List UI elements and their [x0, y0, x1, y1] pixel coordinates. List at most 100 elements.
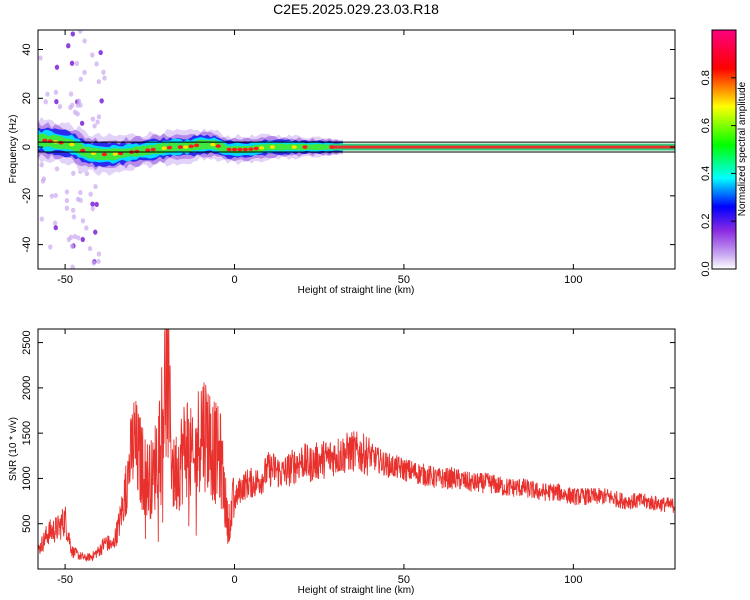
snr-panel: -50 0 50 100 500 1000 1500 2000 2500 Height of s… — [8, 328, 676, 596]
noise-blob — [66, 236, 72, 243]
noise-blob — [57, 104, 63, 110]
spectrogram-image — [38, 30, 675, 269]
y-tick-label: 2500 — [21, 330, 33, 354]
noise-blob — [54, 166, 60, 172]
noise-blob — [91, 260, 97, 266]
spectral-peak — [156, 147, 162, 151]
spectral-peak — [112, 152, 118, 156]
colorbar: 0.0 0.2 0.4 0.6 0.8 Normalized spectral ampl… — [700, 29, 748, 277]
x-tick-label: 0 — [231, 274, 237, 286]
spectral-peak — [183, 145, 189, 149]
noise-blob — [69, 60, 75, 66]
noise-blob — [71, 170, 76, 176]
spectral-peak — [313, 145, 319, 149]
spectral-peak — [286, 145, 292, 149]
noise-blob — [64, 205, 70, 211]
noise-blob — [78, 197, 83, 203]
noise-blob — [52, 220, 58, 226]
noise-blob — [96, 79, 102, 85]
noise-blob — [96, 114, 102, 120]
spectral-peak — [242, 147, 248, 152]
spectral-peak — [264, 145, 270, 150]
noise-blob — [101, 69, 106, 75]
snr-frame — [37, 328, 676, 570]
noise-blob — [82, 38, 87, 44]
noise-blob — [88, 191, 93, 197]
noise-blob — [72, 109, 78, 115]
spectral-peak — [231, 147, 238, 152]
colorbar-label: Normalized spectral amplitude — [737, 81, 748, 216]
noise-blob — [54, 99, 59, 105]
noise-blob — [82, 69, 87, 76]
spectral-peak — [253, 146, 259, 151]
spectrogram-y-axis-label: Frequency (Hz) — [8, 115, 19, 184]
spectral-peak — [275, 145, 281, 149]
colorbar-tick-label: 0.4 — [700, 166, 712, 181]
noise-blob — [38, 55, 43, 61]
spectral-peak — [307, 145, 314, 149]
noise-blob — [94, 61, 99, 67]
noise-blob — [64, 189, 70, 195]
x-tick-label: 0 — [231, 574, 237, 586]
spectral-peak — [161, 146, 167, 150]
spectrogram-x-axis-label: Height of straight line (km) — [298, 285, 415, 296]
spectral-peak — [248, 147, 254, 151]
noise-blob — [79, 120, 85, 126]
x-tick-label: -50 — [57, 274, 73, 286]
noise-blob — [49, 193, 55, 199]
noise-blob — [90, 116, 96, 122]
spectral-peak — [237, 147, 243, 152]
noise-blob — [94, 201, 99, 208]
noise-blob — [78, 76, 83, 82]
snr-series-line — [38, 329, 675, 562]
noise-blob — [84, 225, 89, 231]
spectral-peak — [145, 148, 151, 152]
spectral-peak — [318, 145, 324, 149]
colorbar-tick-label: 0.8 — [700, 70, 712, 85]
y-tick-label: 2000 — [21, 376, 33, 400]
noise-blob — [66, 43, 71, 49]
x-tick-label: 100 — [564, 574, 582, 586]
spectral-peak — [204, 142, 211, 147]
noise-blob — [74, 60, 80, 67]
noise-blob — [99, 98, 104, 104]
noise-blob — [70, 264, 75, 269]
noise-blob — [71, 214, 77, 220]
noise-blob — [90, 201, 95, 207]
noise-blob — [96, 251, 102, 257]
spectral-peak — [226, 147, 232, 152]
noise-blob — [98, 49, 103, 56]
noise-blob — [43, 99, 48, 105]
spectral-peak — [90, 151, 97, 156]
noise-blob — [54, 64, 60, 70]
noise-blob — [70, 31, 76, 37]
colorbar-tick-label: 0.2 — [700, 214, 712, 229]
noise-blob — [78, 30, 83, 34]
y-tick-label: 40 — [21, 43, 33, 55]
noise-blob — [72, 233, 78, 240]
noise-blob — [76, 235, 81, 241]
spectral-peak — [107, 152, 113, 157]
x-tick-label: 50 — [398, 574, 410, 586]
figure-title: C2E5.2025.029.23.03.R18 — [273, 1, 439, 17]
x-tick-label: -50 — [57, 574, 73, 586]
noise-blob — [69, 243, 75, 249]
noise-blob — [92, 123, 97, 129]
spectral-peak — [177, 145, 183, 149]
spectral-peak — [302, 145, 308, 149]
spectral-peak — [69, 142, 75, 147]
snr-y-axis-label: SNR (10 * v/v) — [8, 417, 19, 481]
spectral-peak — [74, 145, 80, 150]
noise-blob — [93, 183, 98, 190]
noise-blob — [41, 176, 47, 182]
spectral-peak — [291, 145, 297, 149]
noise-blob — [53, 192, 58, 199]
snr-ticks: -50 0 50 100 500 1000 1500 2000 2500 — [21, 329, 675, 586]
x-tick-label: 100 — [564, 274, 582, 286]
y-tick-label: 20 — [21, 92, 33, 104]
y-tick-label: 1500 — [21, 421, 33, 445]
spectrogram-frame — [37, 29, 676, 270]
noise-blob — [75, 102, 80, 108]
spectral-peak — [96, 152, 102, 157]
spectrogram-ticks: -50 0 50 100 -40 -20 0 20 40 — [21, 30, 675, 286]
